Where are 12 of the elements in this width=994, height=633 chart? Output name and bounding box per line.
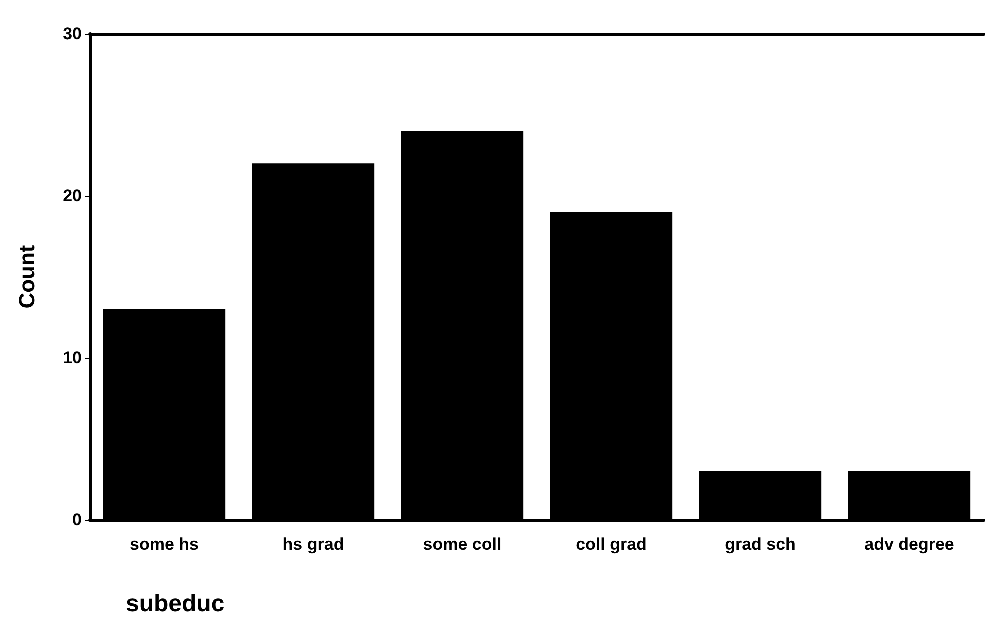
- y-tick-label: 0: [72, 510, 82, 530]
- y-tick-label: 10: [63, 348, 82, 368]
- y-tick-label: 20: [63, 186, 82, 206]
- x-tick-label: some coll: [423, 535, 502, 554]
- x-tick-label: grad sch: [725, 535, 796, 554]
- x-tick-label: coll grad: [576, 535, 647, 554]
- y-axis-title: Count: [14, 244, 40, 309]
- x-tick-label: some hs: [130, 535, 199, 554]
- x-tick-label: hs grad: [282, 535, 344, 554]
- x-tick-label: adv degree: [864, 535, 954, 554]
- y-tick-label: 30: [63, 24, 82, 44]
- x-axis-title: subeduc: [126, 590, 225, 618]
